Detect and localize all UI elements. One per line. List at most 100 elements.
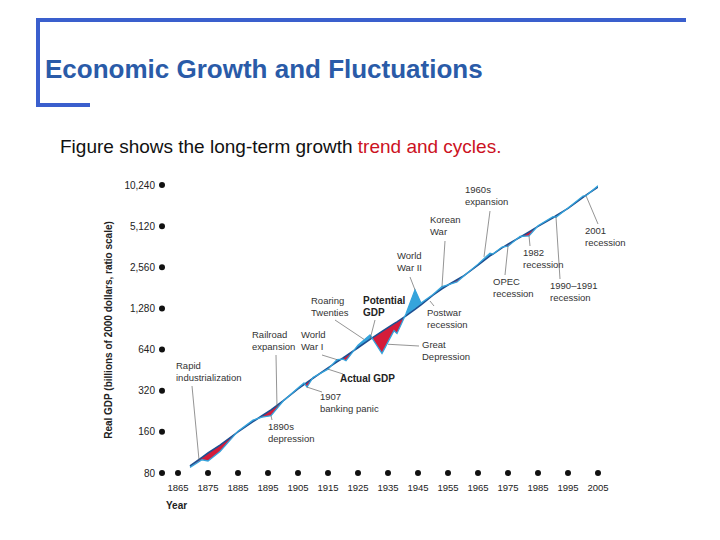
x-tick (595, 470, 601, 476)
annotation: OPECrecession (493, 276, 534, 299)
frame-top (38, 18, 686, 22)
y-tick (159, 223, 165, 229)
annotation-line: recession (550, 292, 591, 303)
annotation-leader (276, 355, 277, 408)
x-tick (505, 470, 511, 476)
x-tick-label: 1895 (257, 482, 278, 493)
annotation-line: Korean (430, 214, 461, 225)
annotation-line: OPEC (493, 276, 520, 287)
annotation: 1982recession (523, 247, 564, 270)
annotation: Railroadexpansion (252, 329, 295, 352)
series-label-line: Potential (363, 295, 405, 306)
x-tick (325, 470, 331, 476)
y-tick (159, 470, 165, 476)
annotation-leader (388, 344, 419, 346)
potential-gdp-line (190, 187, 598, 466)
annotation-line: depression (268, 433, 314, 444)
annotation-line: World (397, 250, 422, 261)
y-tick (159, 388, 165, 394)
annotation-line: recession (427, 319, 468, 330)
x-tick (445, 470, 451, 476)
x-axis-label: Year (166, 500, 187, 511)
subtitle: Figure shows the long-term growth trend … (60, 136, 501, 157)
series-label: Actual GDP (340, 373, 395, 384)
series-label-line: GDP (363, 307, 385, 318)
x-tick (355, 470, 361, 476)
x-tick-label: 1915 (317, 482, 338, 493)
annotation-line: banking panic (320, 403, 379, 414)
x-tick (415, 470, 421, 476)
annotation-line: Great (422, 339, 446, 350)
annotation-line: Twenties (311, 307, 349, 318)
y-tick (159, 305, 165, 311)
series-label: PotentialGDP (363, 295, 405, 318)
y-tick-label: 2,560 (130, 262, 155, 273)
annotation: GreatDepression (422, 339, 470, 362)
x-tick-label: 1875 (197, 482, 218, 493)
annotation: 1890sdepression (268, 421, 314, 444)
above-group (190, 186, 598, 468)
y-tick (159, 429, 165, 435)
annotation-line: Postwar (427, 307, 461, 318)
annotation: WorldWar I (301, 329, 326, 352)
annotation-line: 1890s (268, 421, 294, 432)
x-tick-label: 2005 (587, 482, 608, 493)
annotation: 2001recession (585, 225, 626, 248)
x-tick (235, 470, 241, 476)
x-tick-label: 1995 (557, 482, 578, 493)
annotation-line: recession (523, 259, 564, 270)
plot-area (190, 186, 598, 468)
annotation-leader (586, 196, 598, 224)
annotation-line: industrialization (176, 372, 241, 383)
annotation: RoaringTwenties (311, 295, 349, 318)
x-tick-label: 1975 (497, 482, 518, 493)
annotation-line: recession (585, 237, 626, 248)
annotation: 1907banking panic (320, 391, 379, 414)
actual-gdp-line (190, 186, 598, 468)
recession-fill (190, 186, 598, 468)
y-tick-label: 320 (138, 385, 155, 396)
annotation: 1960sexpansion (465, 184, 508, 207)
chart: Economic Growth and FluctuationsFigure s… (0, 0, 720, 540)
y-tick-label: 640 (138, 344, 155, 355)
frame-left (36, 18, 40, 107)
annotation-line: 1982 (523, 247, 544, 258)
y-tick-label: 1,280 (130, 303, 155, 314)
annotation-leader (529, 236, 530, 246)
x-tick (205, 470, 211, 476)
annotation-line: War (430, 226, 447, 237)
annotation-line: 2001 (585, 225, 606, 236)
y-tick-label: 10,240 (124, 180, 155, 191)
x-tick-label: 1905 (287, 482, 308, 493)
y-tick (159, 182, 165, 188)
annotation-line: World (301, 329, 326, 340)
annotation-line: Rapid (176, 360, 201, 371)
x-tick-label: 1965 (467, 482, 488, 493)
annotation-line: recession (493, 288, 534, 299)
annotation-leader (271, 416, 272, 420)
annotation-line: 1907 (320, 391, 341, 402)
annotation-line: War I (301, 341, 323, 352)
annotation-line: expansion (252, 341, 295, 352)
annotation-leader (430, 301, 434, 306)
y-tick (159, 264, 165, 270)
annotation-leader (192, 386, 199, 460)
y-axis-label: Real GDP (billions of 2000 dollars, rati… (103, 221, 114, 439)
annotation-leader (410, 277, 415, 290)
annotation: KoreanWar (430, 214, 461, 237)
x-tick (265, 470, 271, 476)
annotation-line: 1960s (465, 184, 491, 195)
x-tick-label: 1865 (167, 482, 188, 493)
x-tick (295, 470, 301, 476)
y-tick (159, 347, 165, 353)
annotation: 1990–1991recession (550, 280, 598, 303)
annotation-line: War II (397, 262, 422, 273)
subtitle-part: trend and cycles. (353, 136, 502, 157)
x-tick-label: 1885 (227, 482, 248, 493)
annotation-line: 1990–1991 (550, 280, 598, 291)
x-tick-label: 1935 (377, 482, 398, 493)
frame-bottom (36, 103, 90, 107)
annotation: Postwarrecession (427, 307, 468, 330)
annotation-leader (335, 320, 364, 339)
x-tick (475, 470, 481, 476)
